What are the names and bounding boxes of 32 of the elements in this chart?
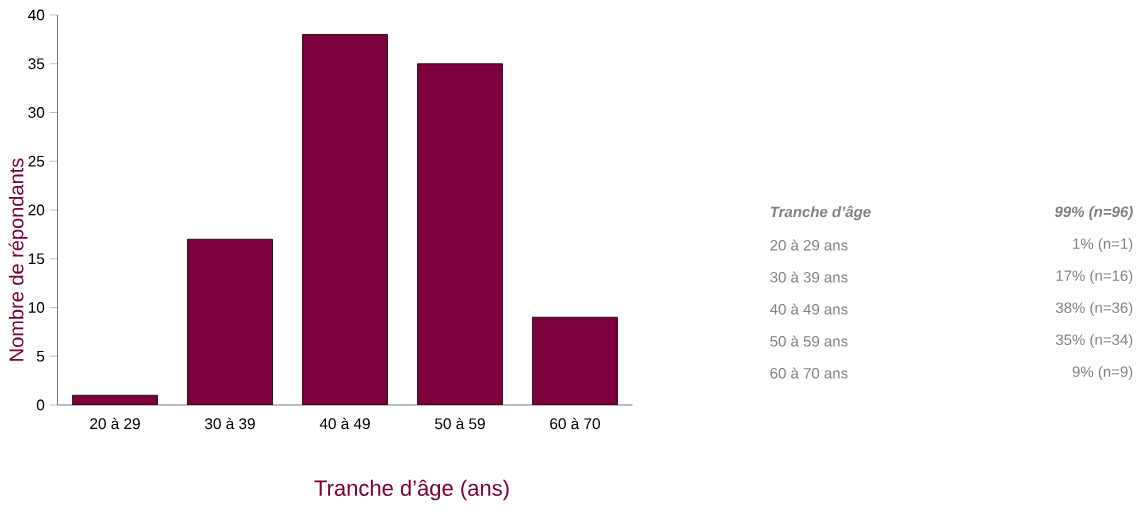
y-tick-label: 15 xyxy=(28,253,45,265)
y-tick-label: 30 xyxy=(28,107,45,118)
y-tick-label: 20 xyxy=(28,204,45,216)
bar xyxy=(302,34,388,405)
text: 40 à 49 ans xyxy=(770,303,848,315)
x-tick-label: 60 à 70 xyxy=(550,417,600,430)
x-tick-label: 50 à 59 xyxy=(435,417,485,430)
text: 50 à 59 ans xyxy=(770,335,848,347)
bar xyxy=(417,63,503,405)
x-tick-label: 30 à 39 xyxy=(205,417,255,430)
y-tick-label: 0 xyxy=(36,399,45,411)
y-tick-label: 25 xyxy=(28,155,45,167)
y-axis-title: Nombre de répondants xyxy=(8,158,28,361)
text: 1% (n=1) xyxy=(1073,238,1133,252)
y-tick-label: 10 xyxy=(28,302,45,313)
y-tick-label: 35 xyxy=(28,58,45,70)
text: Tranche d’âge xyxy=(770,205,871,221)
text: 38% (n=36) xyxy=(1055,302,1133,316)
x-tick-label: 40 à 49 xyxy=(319,417,370,430)
y-tick-label: 40 xyxy=(28,9,45,21)
text: 20 à 29 ans xyxy=(770,239,848,251)
text: 60 à 70 ans xyxy=(770,367,848,379)
bar xyxy=(187,238,273,405)
text: 30 à 39 ans xyxy=(770,271,848,283)
x-axis-title: Tranche d’âge (ans) xyxy=(314,479,509,501)
y-tick-label: 5 xyxy=(36,350,45,362)
x-tick-label: 20 à 29 xyxy=(90,417,140,430)
text: 99% (n=96) xyxy=(1054,205,1133,220)
text: 35% (n=34) xyxy=(1055,333,1133,348)
text: 17% (n=16) xyxy=(1056,270,1133,284)
text: 9% (n=9) xyxy=(1072,365,1133,380)
bar xyxy=(532,316,618,405)
